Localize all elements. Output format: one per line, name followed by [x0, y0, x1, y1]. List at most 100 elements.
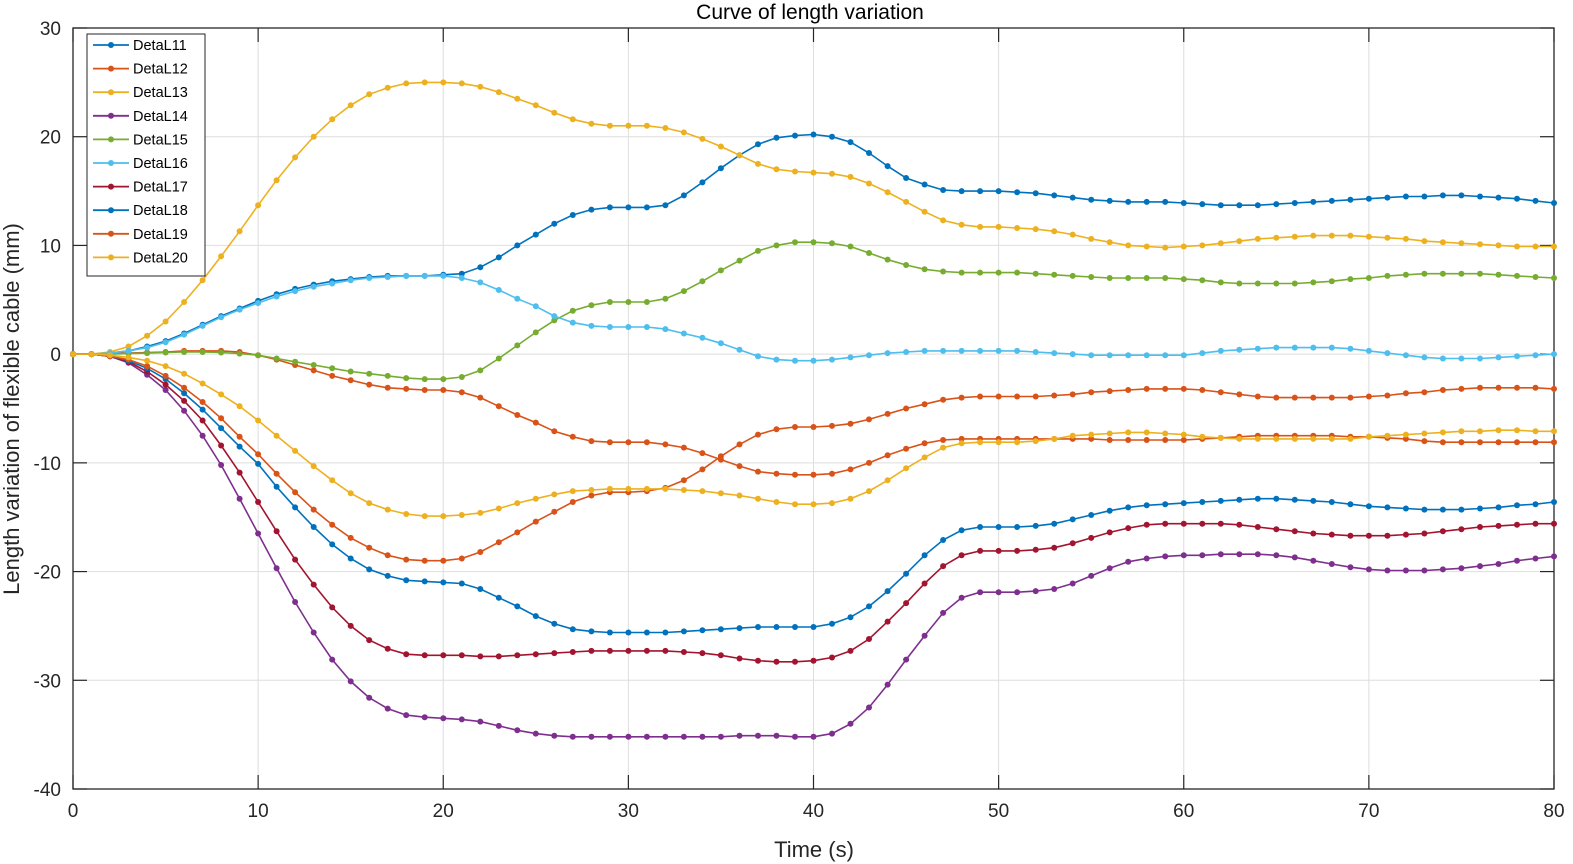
- data-point: [421, 652, 428, 659]
- data-point: [977, 589, 984, 596]
- data-point: [1310, 497, 1317, 504]
- data-point: [1217, 497, 1224, 504]
- data-point: [625, 647, 632, 654]
- data-point: [903, 175, 910, 181]
- data-point: [736, 492, 743, 499]
- data-point: [736, 346, 743, 353]
- data-point: [218, 349, 225, 356]
- data-point: [403, 80, 410, 87]
- data-point: [366, 694, 373, 701]
- data-point: [292, 599, 299, 605]
- data-point: [1143, 352, 1150, 359]
- data-point: [1439, 355, 1446, 362]
- chart-title: Curve of length variation: [696, 1, 924, 24]
- data-point: [1439, 566, 1446, 573]
- data-point: [1014, 547, 1021, 554]
- data-point: [514, 500, 521, 507]
- data-point: [1477, 428, 1483, 435]
- data-point: [1458, 240, 1465, 247]
- data-point: [347, 277, 354, 284]
- data-point: [977, 347, 984, 354]
- data-point: [1347, 345, 1354, 352]
- data-point: [847, 614, 854, 621]
- data-point: [847, 173, 854, 180]
- data-point: [532, 102, 539, 109]
- data-point: [1143, 429, 1150, 436]
- data-point: [1421, 567, 1428, 574]
- data-point: [792, 658, 798, 665]
- data-point: [1310, 435, 1317, 442]
- series-DetaL15: [70, 239, 1557, 383]
- data-point: [1217, 279, 1224, 286]
- data-point: [403, 511, 410, 517]
- data-point: [995, 393, 1002, 400]
- data-point: [1495, 242, 1502, 249]
- data-point: [366, 91, 373, 98]
- data-point: [1236, 346, 1243, 353]
- data-point: [366, 500, 373, 507]
- data-point: [1236, 238, 1243, 245]
- data-point: [1180, 520, 1187, 527]
- data-point: [810, 169, 817, 176]
- data-point: [310, 524, 317, 530]
- data-point: [366, 370, 373, 377]
- data-point: [495, 89, 502, 96]
- data-point: [1069, 272, 1076, 279]
- data-point: [958, 435, 965, 442]
- data-point: [273, 565, 280, 572]
- data-point: [866, 488, 872, 495]
- legend-label: DetaL19: [133, 227, 188, 243]
- data-point: [1365, 503, 1372, 510]
- data-point: [1310, 344, 1317, 351]
- data-point: [940, 437, 947, 443]
- x-tick-label: 20: [433, 801, 454, 822]
- data-point: [736, 257, 743, 264]
- data-point: [1532, 520, 1539, 527]
- data-point: [662, 647, 669, 654]
- y-tick-label: 10: [40, 236, 61, 257]
- legend-box: [86, 33, 206, 277]
- data-point: [162, 381, 169, 388]
- data-point: [680, 330, 687, 337]
- data-point: [1347, 276, 1354, 283]
- data-point: [1217, 434, 1224, 441]
- data-point: [495, 254, 502, 261]
- data-point: [921, 580, 928, 587]
- data-point: [1347, 501, 1354, 508]
- data-point: [1162, 198, 1169, 205]
- data-point: [532, 518, 539, 525]
- data-point: [366, 381, 373, 388]
- data-point: [1495, 504, 1502, 511]
- data-point: [643, 324, 650, 330]
- data-point: [421, 387, 428, 393]
- data-point: [273, 293, 280, 300]
- data-point: [1217, 551, 1224, 558]
- data-point: [625, 629, 632, 636]
- data-point: [1532, 352, 1539, 359]
- data-point: [1254, 524, 1261, 530]
- data-point: [1384, 392, 1391, 399]
- data-point: [1032, 522, 1039, 529]
- data-point: [1365, 532, 1372, 539]
- data-point: [847, 495, 854, 502]
- data-point: [255, 202, 262, 209]
- data-point: [773, 499, 780, 505]
- data-point: [273, 470, 280, 477]
- y-tick-label: -20: [34, 563, 61, 584]
- data-point: [958, 594, 965, 601]
- data-point: [218, 391, 225, 398]
- data-point: [384, 705, 391, 712]
- data-point: [458, 555, 465, 562]
- data-point: [551, 508, 558, 515]
- data-point: [181, 384, 188, 391]
- data-point: [1236, 391, 1243, 398]
- data-point: [532, 495, 539, 502]
- data-point: [1106, 239, 1113, 246]
- data-point: [680, 288, 687, 295]
- data-point: [199, 277, 206, 284]
- data-point: [755, 732, 761, 739]
- data-point: [1495, 427, 1502, 434]
- data-point: [458, 275, 465, 281]
- data-point: [218, 415, 225, 422]
- data-point: [384, 645, 391, 652]
